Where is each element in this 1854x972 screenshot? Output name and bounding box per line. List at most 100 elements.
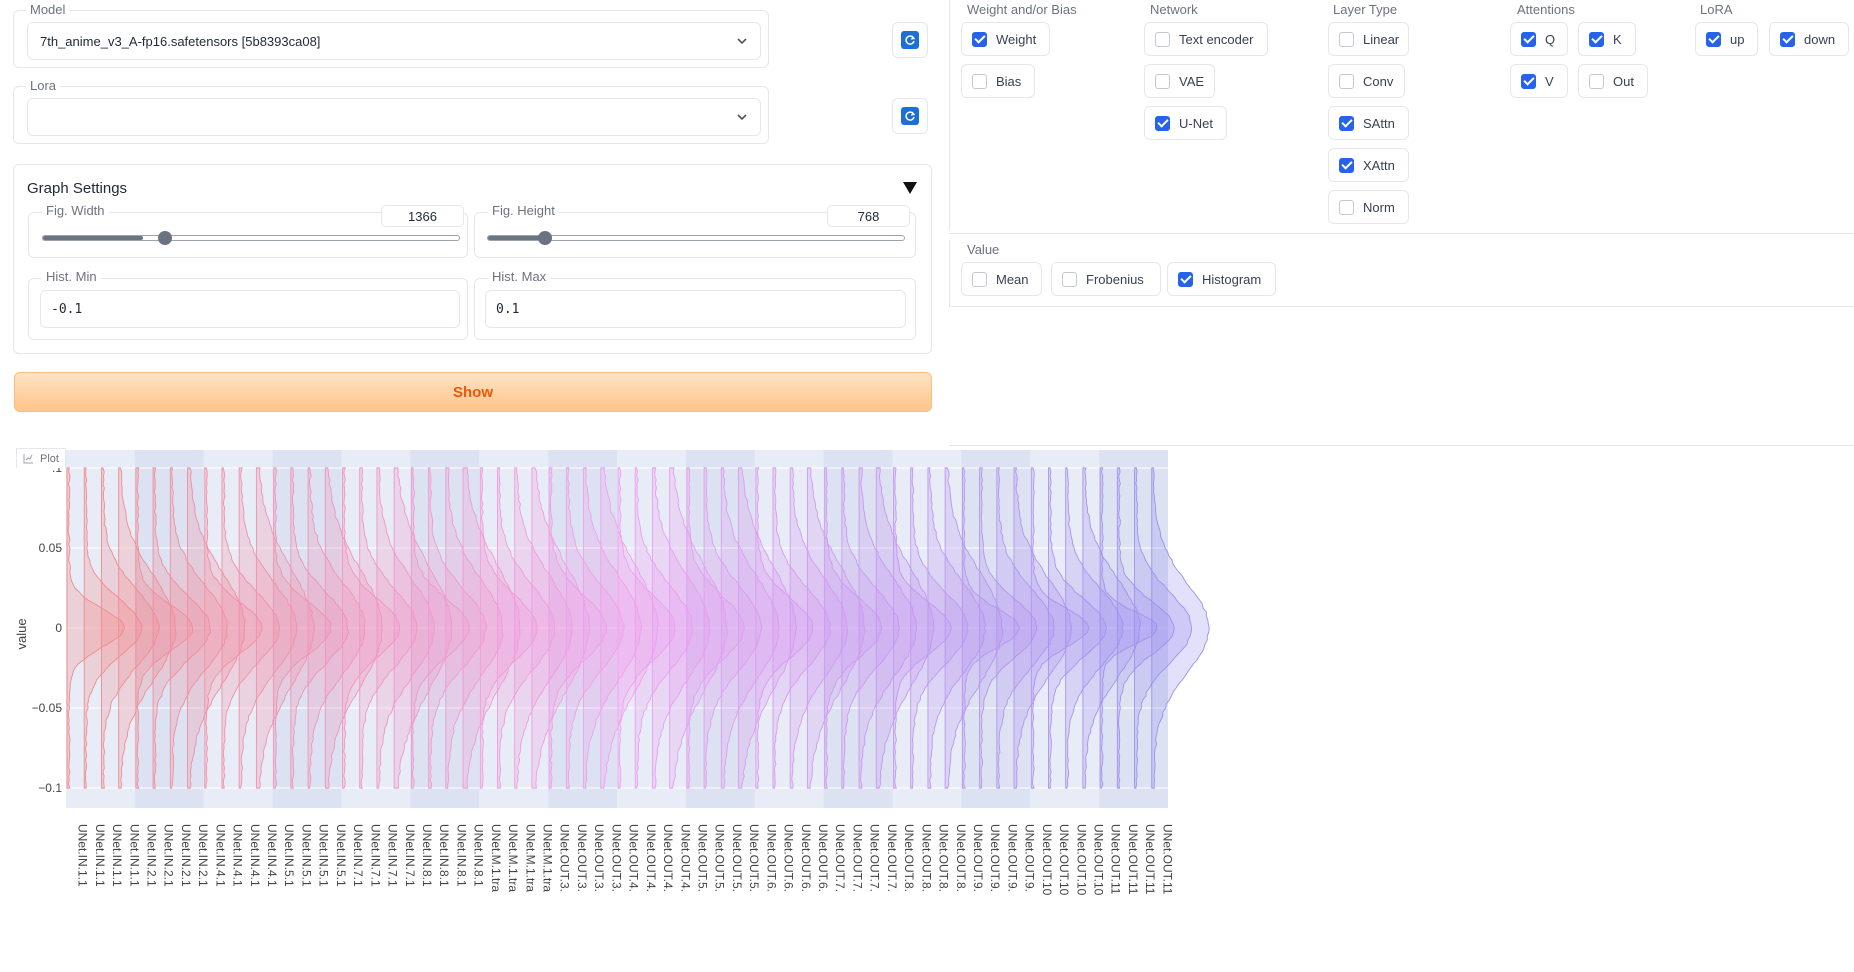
chart-icon bbox=[23, 454, 33, 464]
violin-33 bbox=[634, 467, 693, 789]
violin-32 bbox=[617, 467, 676, 789]
x-tick-label: UNet.IN.7.1 bbox=[351, 824, 365, 887]
network-label: Network bbox=[1150, 2, 1198, 17]
checkbox-xattn[interactable]: XAttn bbox=[1328, 148, 1409, 182]
x-tick-label: UNet.OUT.10 bbox=[1040, 824, 1054, 896]
lora-dropdown[interactable] bbox=[27, 98, 761, 136]
checkbox-text-encoder[interactable]: Text encoder bbox=[1144, 22, 1268, 56]
checkbox-unet-box bbox=[1155, 115, 1170, 131]
checkbox-down[interactable]: down bbox=[1769, 22, 1849, 56]
checkbox-vae-box bbox=[1155, 73, 1170, 89]
checkbox-norm-label: Norm bbox=[1363, 199, 1395, 215]
violin-24 bbox=[479, 467, 538, 789]
violin-57 bbox=[1048, 467, 1107, 789]
violin-45 bbox=[841, 467, 900, 789]
refresh-icon bbox=[901, 31, 919, 49]
fig-width-thumb[interactable] bbox=[158, 231, 172, 245]
checkbox-unet[interactable]: U-Net bbox=[1144, 106, 1227, 140]
checkbox-vae[interactable]: VAE bbox=[1144, 64, 1215, 98]
checkbox-sattn[interactable]: SAttn bbox=[1328, 106, 1409, 140]
fig-width-slider[interactable] bbox=[42, 231, 460, 245]
x-tick-label: UNet.OUT.9. bbox=[1005, 824, 1019, 892]
checkbox-histogram[interactable]: Histogram bbox=[1167, 262, 1276, 296]
show-button[interactable]: Show bbox=[14, 372, 932, 412]
checkbox-mean[interactable]: Mean bbox=[961, 262, 1042, 296]
x-tick-label: UNet.OUT.7. bbox=[833, 824, 847, 892]
x-tick-label: UNet.OUT.8. bbox=[902, 824, 916, 892]
violin-0 bbox=[66, 467, 125, 789]
checkbox-linear[interactable]: Linear bbox=[1328, 22, 1409, 56]
x-tick-label: UNet.IN.7.1 bbox=[368, 824, 382, 887]
checkbox-out[interactable]: Out bbox=[1578, 64, 1648, 98]
checkbox-q-box bbox=[1521, 31, 1536, 47]
checkbox-weight[interactable]: Weight bbox=[961, 22, 1050, 56]
checkbox-k[interactable]: K bbox=[1578, 22, 1636, 56]
checkbox-xattn-box bbox=[1339, 157, 1354, 173]
x-tick-label: UNet.OUT.9. bbox=[971, 824, 985, 892]
violin-6 bbox=[169, 467, 228, 789]
violin-35 bbox=[669, 467, 728, 789]
y-axis-label: value bbox=[14, 618, 29, 649]
violin-31 bbox=[600, 467, 660, 789]
violin-26 bbox=[514, 467, 573, 789]
model-refresh-button[interactable] bbox=[892, 22, 928, 58]
fig-height-number[interactable]: 768 bbox=[827, 205, 910, 227]
x-tick-label: UNet.OUT.11 bbox=[1160, 824, 1174, 895]
checkbox-frobenius-label: Frobenius bbox=[1086, 271, 1144, 287]
triangle-down-icon[interactable] bbox=[903, 182, 917, 194]
checkbox-conv-box bbox=[1339, 73, 1354, 89]
checkbox-down-box bbox=[1780, 31, 1795, 47]
violin-21 bbox=[428, 467, 488, 789]
checkbox-v[interactable]: V bbox=[1510, 64, 1568, 98]
checkbox-sattn-box bbox=[1339, 115, 1354, 131]
violin-41 bbox=[772, 467, 832, 789]
x-tick-label: UNet.OUT.10 bbox=[1074, 824, 1088, 896]
violin-50 bbox=[927, 467, 987, 789]
violin-43 bbox=[806, 467, 866, 789]
fig-width-number[interactable]: 1366 bbox=[381, 205, 464, 227]
value-group-label: Value bbox=[967, 242, 1000, 257]
violin-2 bbox=[100, 467, 160, 789]
model-label: Model bbox=[26, 2, 70, 17]
x-tick-label: UNet.OUT.3. bbox=[575, 824, 589, 892]
checkbox-k-label: K bbox=[1613, 31, 1622, 47]
violin-15 bbox=[324, 467, 383, 789]
checkbox-out-box bbox=[1589, 73, 1604, 89]
checkbox-mean-box bbox=[972, 271, 987, 287]
checkbox-text-encoder-label: Text encoder bbox=[1179, 31, 1254, 47]
fig-height-thumb[interactable] bbox=[538, 231, 552, 245]
x-tick-label: UNet.OUT.7. bbox=[885, 824, 899, 892]
checkbox-norm[interactable]: Norm bbox=[1328, 190, 1409, 224]
checkbox-up[interactable]: up bbox=[1695, 22, 1758, 56]
x-tick-label: UNet.IN.1.1 bbox=[110, 824, 124, 887]
checkbox-mean-label: Mean bbox=[996, 271, 1029, 287]
checkbox-frobenius[interactable]: Frobenius bbox=[1051, 262, 1161, 296]
x-tick-label: UNet.IN.8.1 bbox=[420, 824, 434, 887]
checkbox-q[interactable]: Q bbox=[1510, 22, 1568, 56]
violin-58 bbox=[1065, 467, 1124, 789]
x-tick-label: UNet.OUT.11 bbox=[1109, 824, 1123, 895]
fig-height-slider[interactable] bbox=[487, 231, 905, 245]
violin-28 bbox=[548, 467, 608, 789]
x-tick-label: UNet.IN.2.1 bbox=[144, 824, 158, 887]
right-panel-left-border bbox=[949, 0, 950, 230]
fig-height-label: Fig. Height bbox=[488, 203, 559, 218]
hist-max-input[interactable]: 0.1 bbox=[485, 290, 906, 328]
checkbox-down-label: down bbox=[1804, 31, 1836, 47]
model-dropdown[interactable]: 7th_anime_v3_A-fp16.safetensors [5b8393c… bbox=[27, 22, 761, 60]
x-tick-label: UNet.OUT.7. bbox=[850, 824, 864, 892]
lora-refresh-button[interactable] bbox=[892, 98, 928, 134]
x-tick-label: UNet.IN.2.1 bbox=[179, 824, 193, 887]
checkbox-conv[interactable]: Conv bbox=[1328, 64, 1405, 98]
plot-tab: Plot bbox=[16, 448, 66, 468]
checkbox-linear-label: Linear bbox=[1363, 31, 1400, 47]
violin-23 bbox=[462, 467, 521, 789]
checkbox-weight-box bbox=[972, 31, 987, 47]
x-tick-label: UNet.OUT.7. bbox=[868, 824, 882, 892]
x-tick-label: UNet.OUT.5. bbox=[695, 824, 709, 892]
checkbox-bias[interactable]: Bias bbox=[961, 64, 1035, 98]
violin-7 bbox=[187, 467, 246, 789]
hist-min-input[interactable]: -0.1 bbox=[40, 290, 460, 328]
x-tick-label: UNet.IN.5.1 bbox=[299, 824, 313, 887]
